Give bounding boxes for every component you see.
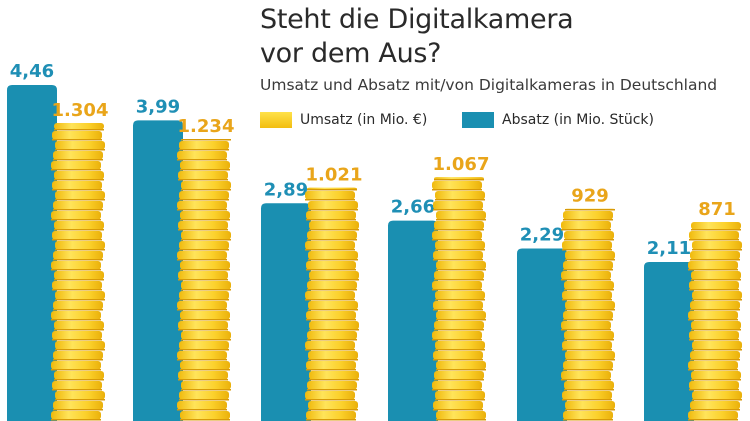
umsatz-value-label: 1.234 (178, 116, 235, 137)
umsatz-value-label: 929 (571, 186, 609, 207)
absatz-value-label: 4,46 (10, 61, 54, 82)
umsatz-value-label: 871 (698, 199, 736, 220)
absatz-value-label: 2,89 (264, 179, 308, 200)
chart-title-line-2: vor dem Aus? (260, 38, 442, 69)
umsatz-value-label: 1.304 (52, 100, 109, 121)
absatz-bar (7, 85, 57, 421)
chart-title-line-1: Steht die Digitalkamera (260, 4, 574, 35)
umsatz-value-label: 1.021 (306, 165, 363, 186)
legend-label-umsatz: Umsatz (in Mio. €) (300, 112, 428, 128)
absatz-bar (261, 203, 311, 421)
legend-label-absatz: Absatz (in Mio. Stück) (502, 112, 655, 128)
umsatz-coin-stack (305, 187, 359, 421)
umsatz-coin-stack (177, 138, 231, 421)
absatz-value-label: 2,66 (391, 197, 435, 218)
umsatz-value-label: 1.067 (433, 154, 490, 175)
legend-swatch-absatz (462, 112, 494, 128)
umsatz-coin-stack (51, 123, 105, 421)
absatz-bar (644, 262, 694, 421)
absatz-value-label: 3,99 (136, 96, 180, 117)
legend-item-umsatz: Umsatz (in Mio. €) (260, 112, 427, 128)
legend-swatch-umsatz (260, 112, 292, 128)
absatz-bar (517, 248, 567, 421)
chart-subtitle: Umsatz und Absatz mit/von Digitalkameras… (260, 76, 718, 94)
umsatz-coin-stack (688, 221, 742, 421)
legend-item-absatz: Absatz (in Mio. Stück) (462, 112, 654, 128)
absatz-value-label: 2,29 (520, 224, 564, 245)
umsatz-coin-stack (561, 208, 615, 421)
umsatz-coin-stack (432, 177, 486, 421)
absatz-bar (388, 220, 438, 421)
absatz-bar (133, 120, 183, 421)
absatz-value-label: 2,11 (647, 238, 691, 259)
